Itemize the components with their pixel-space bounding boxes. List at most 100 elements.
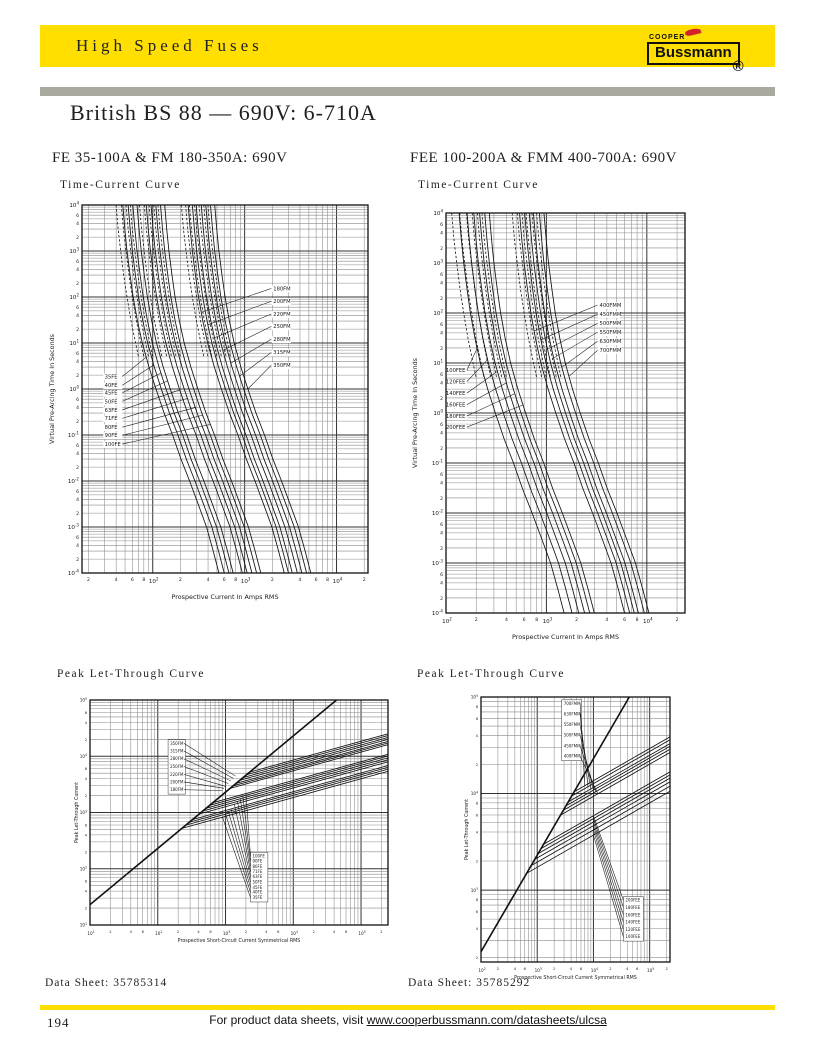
svg-text:2: 2: [85, 738, 87, 742]
svg-text:103: 103: [69, 247, 79, 256]
svg-text:4: 4: [440, 231, 443, 237]
svg-text:100FEE: 100FEE: [625, 934, 640, 939]
svg-text:8: 8: [476, 898, 479, 902]
svg-text:8: 8: [535, 617, 538, 623]
svg-text:103: 103: [535, 967, 542, 973]
svg-text:4: 4: [115, 577, 118, 583]
registered-mark: ®: [732, 58, 744, 75]
svg-text:4: 4: [626, 967, 629, 971]
section-heading-right: FEE 100-200A & FMM 400-700A: 690V: [410, 150, 677, 166]
svg-text:700FMM: 700FMM: [600, 348, 622, 354]
svg-text:220FM: 220FM: [273, 312, 290, 318]
svg-text:400FMM: 400FMM: [564, 754, 581, 759]
svg-text:40FE: 40FE: [105, 383, 118, 389]
svg-text:104: 104: [333, 576, 343, 585]
svg-text:10-2: 10-2: [432, 509, 444, 518]
svg-text:4: 4: [76, 221, 79, 227]
svg-text:10-4: 10-4: [68, 569, 80, 578]
svg-text:2: 2: [76, 327, 79, 333]
svg-text:350FM: 350FM: [273, 363, 290, 369]
svg-text:2: 2: [440, 596, 443, 602]
svg-text:500FMM: 500FMM: [564, 732, 581, 737]
svg-text:2: 2: [440, 396, 443, 402]
svg-text:2: 2: [476, 763, 478, 767]
svg-text:101: 101: [433, 359, 443, 368]
svg-text:2: 2: [475, 617, 478, 623]
svg-text:4: 4: [76, 405, 79, 411]
svg-text:4: 4: [440, 281, 443, 287]
svg-text:104: 104: [291, 930, 298, 936]
svg-text:4: 4: [85, 890, 88, 894]
svg-text:2: 2: [109, 930, 111, 934]
svg-text:71FE: 71FE: [252, 869, 262, 874]
svg-text:180FEE: 180FEE: [625, 905, 640, 910]
svg-text:50FE: 50FE: [252, 879, 262, 884]
svg-text:250FM: 250FM: [273, 324, 290, 330]
svg-text:104: 104: [80, 753, 87, 759]
header-band: High Speed Fuses COOPER Bussmann ®: [40, 25, 775, 75]
svg-text:2: 2: [85, 794, 87, 798]
svg-text:6: 6: [76, 443, 79, 449]
svg-text:6: 6: [76, 535, 79, 541]
svg-text:6: 6: [142, 930, 145, 934]
svg-text:6: 6: [223, 577, 226, 583]
svg-text:Virtual Pre-Arcing Time In Sec: Virtual Pre-Arcing Time In Seconds: [48, 333, 56, 444]
data-sheet-number-right: Data Sheet: 35785292: [408, 977, 531, 989]
svg-text:280FM: 280FM: [170, 756, 184, 761]
svg-text:80FE: 80FE: [105, 425, 118, 431]
svg-text:6: 6: [636, 967, 639, 971]
svg-text:8: 8: [142, 577, 145, 583]
flame-icon: [684, 27, 702, 37]
svg-text:180FEE: 180FEE: [446, 414, 465, 420]
time-current-chart-fe-fm: 2 4 6 8 102 2 4 6 8 103 2 4 6 8 104 2 10-4 2 4 6 10-3 2 4 6 10-2…: [48, 201, 369, 601]
svg-text:35FE: 35FE: [252, 895, 262, 900]
svg-text:8: 8: [636, 617, 639, 623]
svg-text:315FM: 315FM: [170, 748, 184, 753]
svg-text:2: 2: [245, 930, 247, 934]
svg-text:104: 104: [433, 209, 443, 218]
svg-text:103: 103: [241, 576, 251, 585]
svg-text:63FE: 63FE: [252, 874, 262, 879]
svg-text:103: 103: [543, 616, 553, 625]
time-current-chart-fee-fmm: 102 2 4 6 8 103 2 4 6 8 104 210-424610-324610-22461…: [411, 209, 686, 641]
svg-text:105: 105: [647, 967, 654, 973]
svg-text:2: 2: [440, 296, 443, 302]
svg-text:4: 4: [76, 497, 79, 503]
page-number: 194: [47, 1015, 70, 1030]
svg-text:4: 4: [76, 451, 79, 457]
svg-text:2: 2: [76, 465, 79, 471]
svg-text:6: 6: [76, 397, 79, 403]
svg-text:630FMM: 630FMM: [600, 339, 622, 345]
svg-text:6: 6: [76, 489, 79, 495]
svg-text:2: 2: [665, 967, 667, 971]
svg-text:6: 6: [440, 472, 443, 478]
svg-text:4: 4: [333, 930, 336, 934]
svg-text:6: 6: [440, 372, 443, 378]
chart-title-tc-right: Time-Current Curve: [418, 179, 539, 191]
svg-text:200FM: 200FM: [273, 299, 290, 305]
data-sheet-number-left: Data Sheet: 35785314: [45, 977, 168, 989]
svg-text:2: 2: [313, 930, 315, 934]
svg-text:4: 4: [76, 359, 79, 365]
footer-text-label: For product data sheets, visit: [209, 1013, 367, 1027]
svg-text:100: 100: [69, 385, 79, 394]
svg-text:250FM: 250FM: [170, 764, 184, 769]
svg-text:101: 101: [80, 922, 87, 928]
svg-text:10-4: 10-4: [432, 609, 444, 618]
svg-text:4: 4: [440, 481, 443, 487]
footer-link[interactable]: www.cooperbussmann.com/datasheets/ulcsa: [366, 1013, 607, 1027]
chart-title-tc-left: Time-Current Curve: [60, 179, 181, 191]
svg-text:100FEE: 100FEE: [446, 368, 465, 374]
svg-text:6: 6: [76, 213, 79, 219]
svg-text:10-1: 10-1: [68, 431, 80, 440]
svg-text:6: 6: [623, 617, 626, 623]
svg-text:6: 6: [476, 717, 479, 721]
svg-text:2: 2: [440, 346, 443, 352]
svg-text:550FMM: 550FMM: [564, 722, 581, 727]
svg-text:2: 2: [676, 617, 679, 623]
svg-text:220FM: 220FM: [170, 772, 184, 777]
svg-text:2: 2: [553, 967, 555, 971]
svg-text:2: 2: [76, 557, 79, 563]
svg-text:2: 2: [76, 419, 79, 425]
